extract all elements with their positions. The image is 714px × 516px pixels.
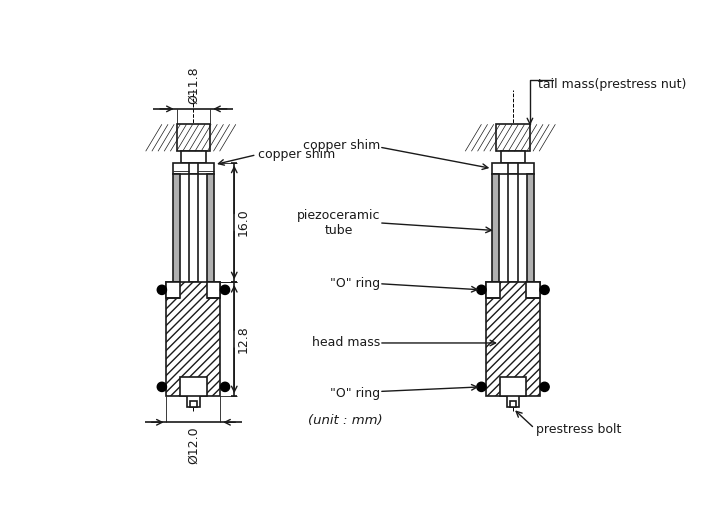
Bar	[181, 377, 206, 396]
Bar	[501, 151, 526, 163]
Circle shape	[477, 285, 486, 295]
Text: "O" ring: "O" ring	[331, 277, 381, 290]
Bar	[187, 384, 200, 407]
Bar	[206, 282, 221, 298]
Circle shape	[221, 382, 230, 392]
Text: (unit : mm): (unit : mm)	[308, 414, 383, 427]
Text: "O" ring: "O" ring	[331, 386, 381, 399]
Bar	[507, 384, 519, 407]
Text: 16.0: 16.0	[236, 208, 250, 236]
Bar	[526, 282, 540, 298]
Bar	[166, 282, 181, 298]
Bar	[500, 377, 526, 396]
Text: head mass: head mass	[312, 336, 381, 349]
Bar	[173, 163, 214, 174]
Bar	[492, 163, 534, 174]
Text: Ø11.8: Ø11.8	[187, 67, 200, 104]
Bar	[188, 174, 198, 282]
Bar	[492, 174, 499, 282]
Bar	[173, 174, 180, 282]
Text: copper shim: copper shim	[258, 148, 336, 161]
Bar	[527, 174, 534, 282]
Bar	[486, 282, 500, 298]
Circle shape	[157, 285, 166, 295]
Text: copper shim: copper shim	[303, 139, 381, 152]
Circle shape	[477, 382, 486, 392]
Text: 12.8: 12.8	[236, 325, 250, 353]
Bar	[486, 282, 540, 396]
Text: piezoceramic
tube: piezoceramic tube	[297, 209, 381, 237]
Circle shape	[221, 285, 230, 295]
Text: prestress bolt: prestress bolt	[536, 424, 621, 437]
Bar	[510, 401, 516, 407]
Bar	[496, 124, 530, 151]
Bar	[181, 151, 206, 163]
Circle shape	[540, 382, 549, 392]
Bar	[508, 174, 518, 282]
Text: Ø12.0: Ø12.0	[187, 426, 200, 464]
Bar	[176, 124, 211, 151]
Bar	[207, 174, 214, 282]
Circle shape	[157, 382, 166, 392]
Text: tail mass(prestress nut): tail mass(prestress nut)	[538, 78, 686, 91]
Bar	[191, 401, 196, 407]
Bar	[166, 282, 221, 396]
Circle shape	[540, 285, 549, 295]
